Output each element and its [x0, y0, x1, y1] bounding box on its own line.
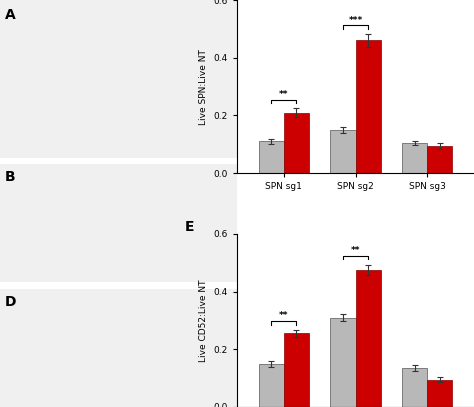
Text: **: **: [279, 90, 289, 99]
Bar: [283, 333, 309, 407]
Bar: [402, 143, 428, 173]
Bar: [356, 40, 381, 173]
Bar: [402, 368, 428, 407]
Text: ***: ***: [348, 15, 363, 24]
Bar: [428, 380, 453, 407]
Bar: [258, 364, 283, 407]
Text: **: **: [279, 311, 289, 320]
Y-axis label: Live SPN:Live NT: Live SPN:Live NT: [199, 49, 208, 125]
Bar: [258, 142, 283, 173]
Text: D: D: [5, 295, 16, 309]
Text: A: A: [5, 8, 16, 22]
Text: B: B: [5, 170, 15, 184]
Bar: [330, 130, 356, 173]
Y-axis label: Live CD52:Live NT: Live CD52:Live NT: [199, 279, 208, 362]
Text: E: E: [185, 220, 194, 234]
Text: **: **: [351, 246, 360, 255]
Bar: [356, 270, 381, 407]
Bar: [283, 113, 309, 173]
Bar: [330, 317, 356, 407]
Bar: [428, 146, 453, 173]
